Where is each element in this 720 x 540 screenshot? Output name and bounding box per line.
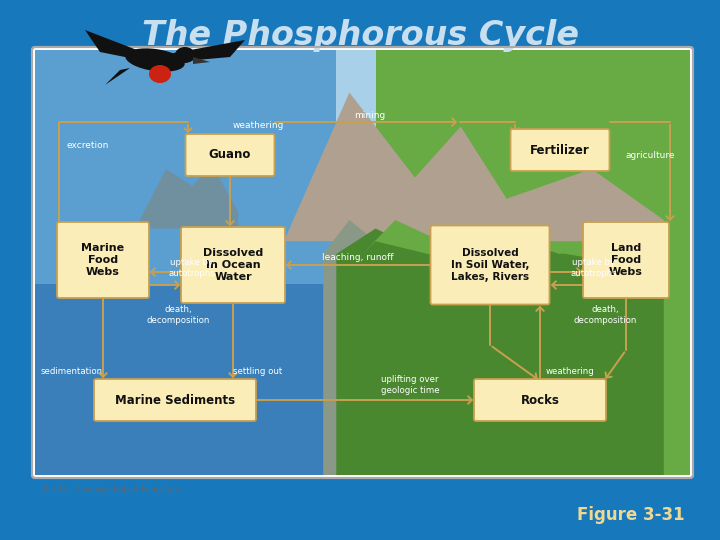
Polygon shape [140, 165, 238, 228]
Ellipse shape [125, 49, 185, 72]
Text: uplifting over
geologic time: uplifting over geologic time [381, 375, 439, 395]
Text: death,
decomposition: death, decomposition [573, 305, 636, 325]
FancyBboxPatch shape [32, 47, 693, 478]
Text: Figure 3-31: Figure 3-31 [577, 506, 685, 524]
Text: Marine Sediments: Marine Sediments [115, 394, 235, 407]
Text: agriculture: agriculture [625, 151, 675, 159]
Bar [35, 50, 690, 241]
Text: sedimentation: sedimentation [41, 368, 103, 376]
Text: weathering: weathering [233, 120, 284, 130]
FancyBboxPatch shape [181, 227, 285, 303]
Bar [35, 284, 336, 475]
Bar [376, 50, 690, 475]
Text: uptake by
autotrophs: uptake by autotrophs [168, 258, 215, 278]
FancyBboxPatch shape [510, 129, 610, 171]
Text: Fertilizer: Fertilizer [530, 144, 590, 157]
Polygon shape [323, 220, 402, 475]
Polygon shape [362, 220, 664, 262]
Text: settling out: settling out [233, 368, 283, 376]
Text: excretion: excretion [67, 140, 109, 150]
Text: uptake by
autotrophs: uptake by autotrophs [571, 258, 617, 278]
FancyBboxPatch shape [583, 222, 669, 298]
Text: Dissolved
In Ocean
Water: Dissolved In Ocean Water [203, 248, 263, 282]
Polygon shape [105, 68, 130, 85]
Text: Marine
Food
Webs: Marine Food Webs [81, 242, 125, 278]
Text: Land
Food
Webs: Land Food Webs [609, 242, 643, 278]
FancyBboxPatch shape [431, 226, 549, 305]
Text: death,
decomposition: death, decomposition [146, 305, 210, 325]
Polygon shape [193, 57, 210, 64]
Ellipse shape [149, 65, 171, 83]
Text: © 2012  Thomson Higher Education: © 2012 Thomson Higher Education [42, 485, 179, 495]
Text: weathering: weathering [546, 368, 595, 376]
Text: Dissolved
In Soil Water,
Lakes, Rivers: Dissolved In Soil Water, Lakes, Rivers [451, 248, 529, 282]
Polygon shape [336, 228, 664, 475]
FancyBboxPatch shape [94, 379, 256, 421]
Text: Rocks: Rocks [521, 394, 559, 407]
Polygon shape [284, 92, 664, 241]
Bar [35, 50, 336, 475]
Text: The Phosphorous Cycle: The Phosphorous Cycle [142, 18, 578, 51]
Text: leaching, runoff: leaching, runoff [323, 253, 394, 262]
Polygon shape [85, 30, 150, 62]
FancyBboxPatch shape [57, 222, 149, 298]
Text: Guano: Guano [209, 148, 251, 161]
Polygon shape [163, 40, 245, 63]
FancyBboxPatch shape [186, 134, 274, 176]
FancyBboxPatch shape [474, 379, 606, 421]
Ellipse shape [175, 47, 195, 63]
Text: mining: mining [354, 111, 386, 119]
